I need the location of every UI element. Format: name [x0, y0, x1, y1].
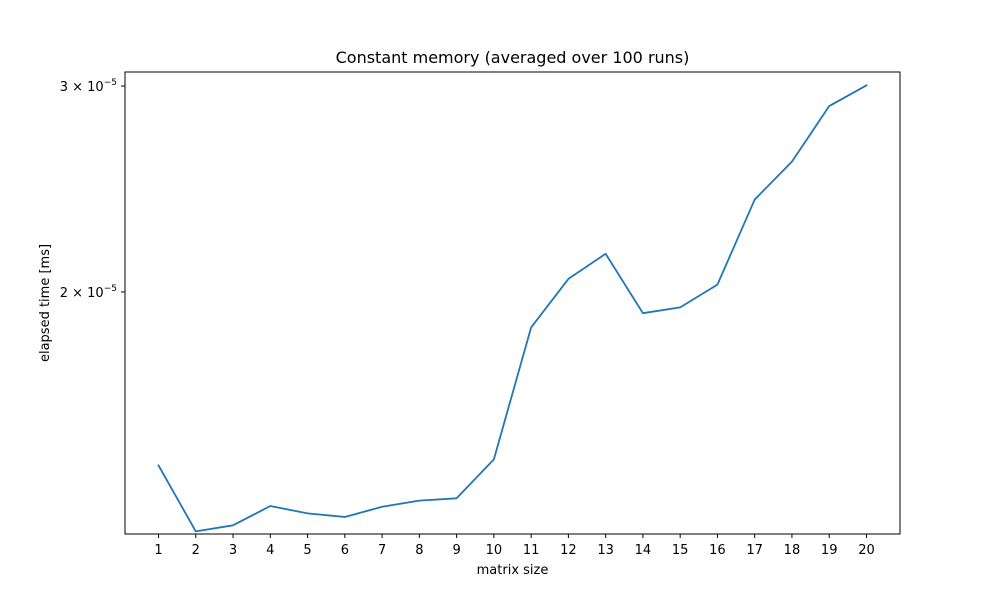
y-axis-title: elapsed time [ms]: [38, 244, 53, 362]
x-tick-label: 14: [635, 543, 652, 558]
data-point: [641, 312, 644, 315]
data-point: [753, 198, 756, 201]
x-tick-label: 10: [486, 543, 503, 558]
data-point: [716, 283, 719, 286]
plot-frame: [124, 71, 901, 535]
data-point: [567, 277, 570, 280]
data-point: [194, 530, 197, 533]
data-point: [418, 499, 421, 502]
data-point: [269, 505, 272, 508]
x-tick-label: 4: [266, 543, 274, 558]
data-point: [232, 524, 235, 527]
data-point: [828, 105, 831, 108]
series-layer: [157, 84, 868, 533]
data-point: [381, 505, 384, 508]
y-tick-label: 3 × 10−5: [60, 78, 117, 95]
data-point: [604, 252, 607, 255]
data-point: [343, 515, 346, 518]
x-tick-label: 20: [858, 543, 875, 558]
y-tick-mantissa: 2 × 10: [60, 286, 104, 301]
x-tick-label: 8: [415, 543, 423, 558]
data-point: [306, 512, 309, 515]
x-tick-label: 18: [784, 543, 801, 558]
data-point: [865, 84, 868, 87]
x-tick-label: 17: [746, 543, 763, 558]
x-tick-label: 16: [709, 543, 726, 558]
x-tick-label: 15: [672, 543, 689, 558]
data-point: [679, 306, 682, 309]
y-tick-exponent: −5: [104, 78, 117, 88]
x-tick-label: 5: [303, 543, 311, 558]
x-tick-label: 6: [341, 543, 349, 558]
y-tick-exponent: −5: [104, 284, 117, 294]
data-point: [455, 497, 458, 500]
x-tick-label: 3: [229, 543, 237, 558]
series-0: [157, 84, 868, 533]
x-axis-title: matrix size: [477, 563, 549, 578]
x-tick-label: 2: [192, 543, 200, 558]
y-axis-ticks: 2 × 10−53 × 10−5: [60, 78, 125, 301]
x-tick-label: 11: [523, 543, 540, 558]
y-tick-label: 2 × 10−5: [60, 284, 117, 301]
x-tick-label: 13: [597, 543, 614, 558]
plot-area: [125, 72, 900, 534]
x-tick-label: 9: [452, 543, 460, 558]
x-tick-label: 19: [821, 543, 838, 558]
data-point: [530, 326, 533, 329]
x-tick-label: 7: [378, 543, 386, 558]
series-line: [157, 84, 868, 533]
y-tick-mantissa: 3 × 10: [60, 80, 104, 95]
data-point: [157, 464, 160, 467]
chart-title: Constant memory (averaged over 100 runs): [336, 48, 690, 67]
data-point: [790, 160, 793, 163]
x-axis-ticks: 1 2 3 4 5 6 7 8 9 10 11 12 13 14 15 16 17 18 19 20: [154, 534, 875, 558]
x-tick-label: 12: [560, 543, 577, 558]
x-tick-label: 1: [154, 543, 162, 558]
data-point: [492, 458, 495, 461]
